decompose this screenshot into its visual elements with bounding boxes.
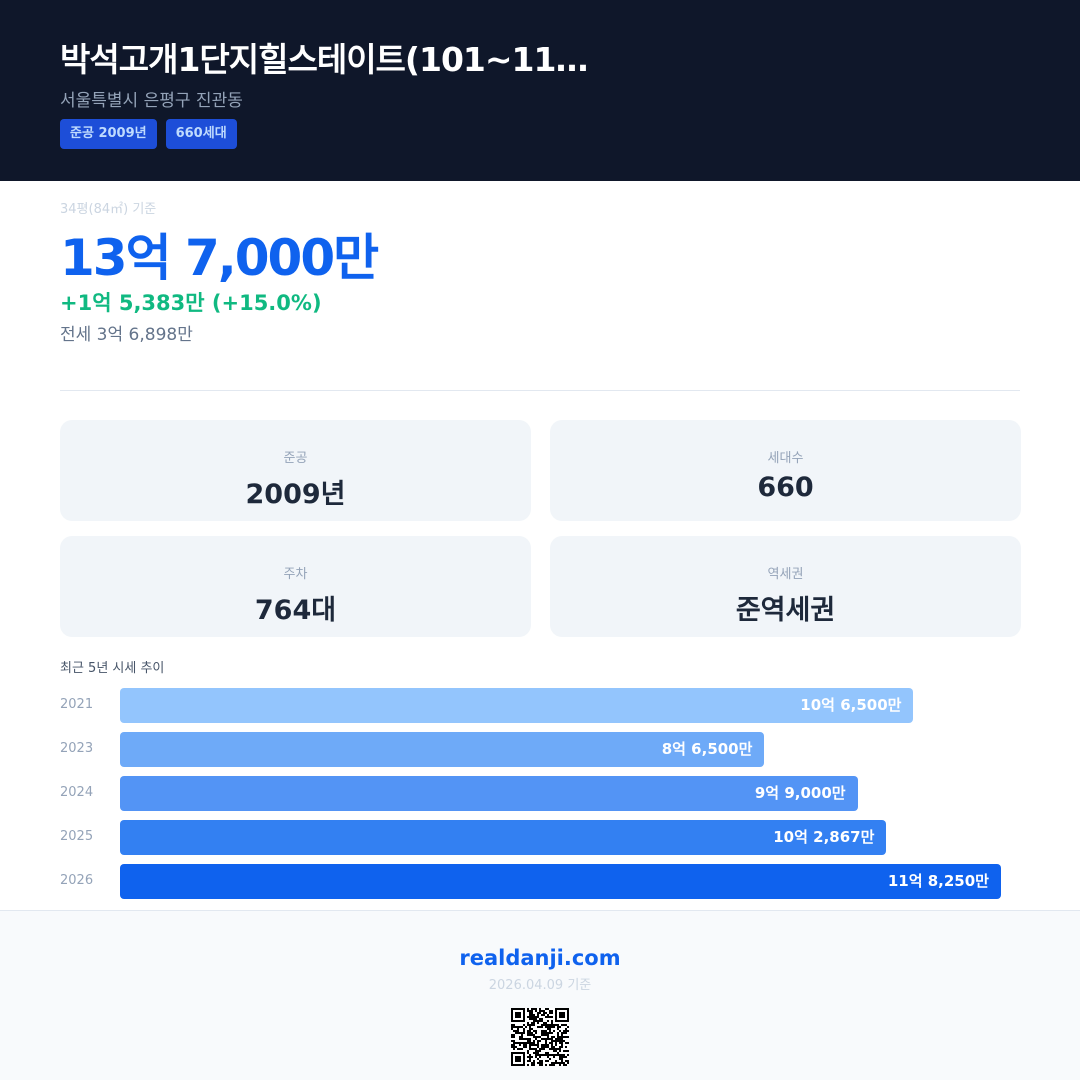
qr-code xyxy=(511,1008,569,1066)
trend-bar: 10억 2,867만 xyxy=(120,820,887,855)
divider xyxy=(60,390,1020,391)
trend-year: 2025 xyxy=(60,829,94,844)
reference-date: 2026.04.09 기준 xyxy=(488,978,592,993)
card-parking: 주차 764대 xyxy=(60,536,531,637)
jeonse-price: 전세 3억 6,898만 xyxy=(60,325,193,345)
address: 서울특별시 은평구 진관동 xyxy=(60,91,243,111)
trend-bar: 11억 8,250만 xyxy=(120,864,1001,899)
card-label: 준공 xyxy=(283,451,308,466)
badge-households: 660세대 xyxy=(165,119,237,149)
card-label: 주차 xyxy=(283,567,308,582)
card-value: 660 xyxy=(757,472,814,503)
trend-bar: 9억 9,000만 xyxy=(120,776,858,811)
card-label: 세대수 xyxy=(767,451,804,466)
trend-title: 최근 5년 시세 추이 xyxy=(60,661,165,676)
card-label: 역세권 xyxy=(767,567,804,582)
footer: realdanji.com 2026.04.09 기준 xyxy=(0,910,1080,1080)
card-value: 764대 xyxy=(254,595,337,626)
trend-bar: 8억 6,500만 xyxy=(120,732,765,767)
price: 13억 7,000만 xyxy=(60,229,379,287)
card-completion: 준공 2009년 xyxy=(60,420,531,521)
trend-row: 2024 9억 9,000만 xyxy=(60,776,1020,811)
trend-bar: 10억 6,500만 xyxy=(120,688,914,723)
trend-year: 2024 xyxy=(60,785,94,800)
trend-year: 2023 xyxy=(60,741,94,756)
site-link[interactable]: realdanji.com xyxy=(459,946,621,970)
card-households: 세대수 660 xyxy=(550,420,1021,521)
badge-completion: 준공 2009년 xyxy=(60,119,157,149)
trend-row: 2026 11억 8,250만 xyxy=(60,864,1020,899)
trend-year: 2021 xyxy=(60,697,94,712)
page-title: 박석고개1단지힐스테이트(101~11… xyxy=(60,40,588,79)
card-value: 2009년 xyxy=(245,479,346,510)
trend-year: 2026 xyxy=(60,873,94,888)
trend-row: 2023 8억 6,500만 xyxy=(60,732,1020,767)
trend-row: 2025 10억 2,867만 xyxy=(60,820,1020,855)
card-value: 준역세권 xyxy=(735,595,836,626)
trend-row: 2021 10억 6,500만 xyxy=(60,688,1020,723)
price-change: +1억 5,383만 (+15.0%) xyxy=(60,291,322,315)
size-basis: 34평(84㎡) 기준 xyxy=(60,202,157,217)
header: 박석고개1단지힐스테이트(101~11… 서울특별시 은평구 진관동 준공 20… xyxy=(0,0,1080,181)
